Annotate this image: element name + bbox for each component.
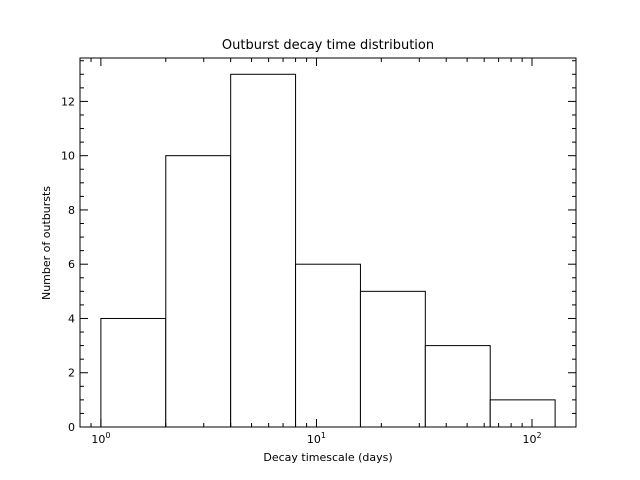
histogram-bar [295, 263, 361, 428]
y-tick-label: 6 [68, 258, 75, 271]
x-axis-label: Decay timescale (days) [263, 451, 392, 464]
y-tick-label: 2 [68, 367, 75, 380]
histogram-bar [424, 345, 491, 428]
x-tick-label: 101 [307, 431, 326, 446]
histogram-bar [489, 399, 556, 428]
bars-group [100, 73, 556, 428]
y-tick-label: 0 [68, 421, 75, 434]
x-tick-label: 100 [91, 431, 110, 446]
y-tick-label: 12 [61, 95, 75, 108]
chart-title: Outburst decay time distribution [222, 38, 434, 53]
tick-labels-group: 0 2 4 6 8 10 12 100 101 102 [61, 95, 542, 446]
y-axis-label: Number of outbursts [40, 186, 53, 300]
x-tick-label: 102 [522, 431, 541, 446]
histogram-bar [165, 155, 232, 428]
histogram-bar [230, 73, 297, 428]
y-tick-label: 10 [61, 150, 75, 163]
histogram-bar [359, 290, 426, 428]
ticks-group [79, 58, 576, 428]
y-tick-label: 8 [68, 204, 75, 217]
histogram-bar [100, 317, 167, 428]
plot-frame [79, 57, 577, 428]
y-tick-label: 4 [68, 312, 75, 325]
